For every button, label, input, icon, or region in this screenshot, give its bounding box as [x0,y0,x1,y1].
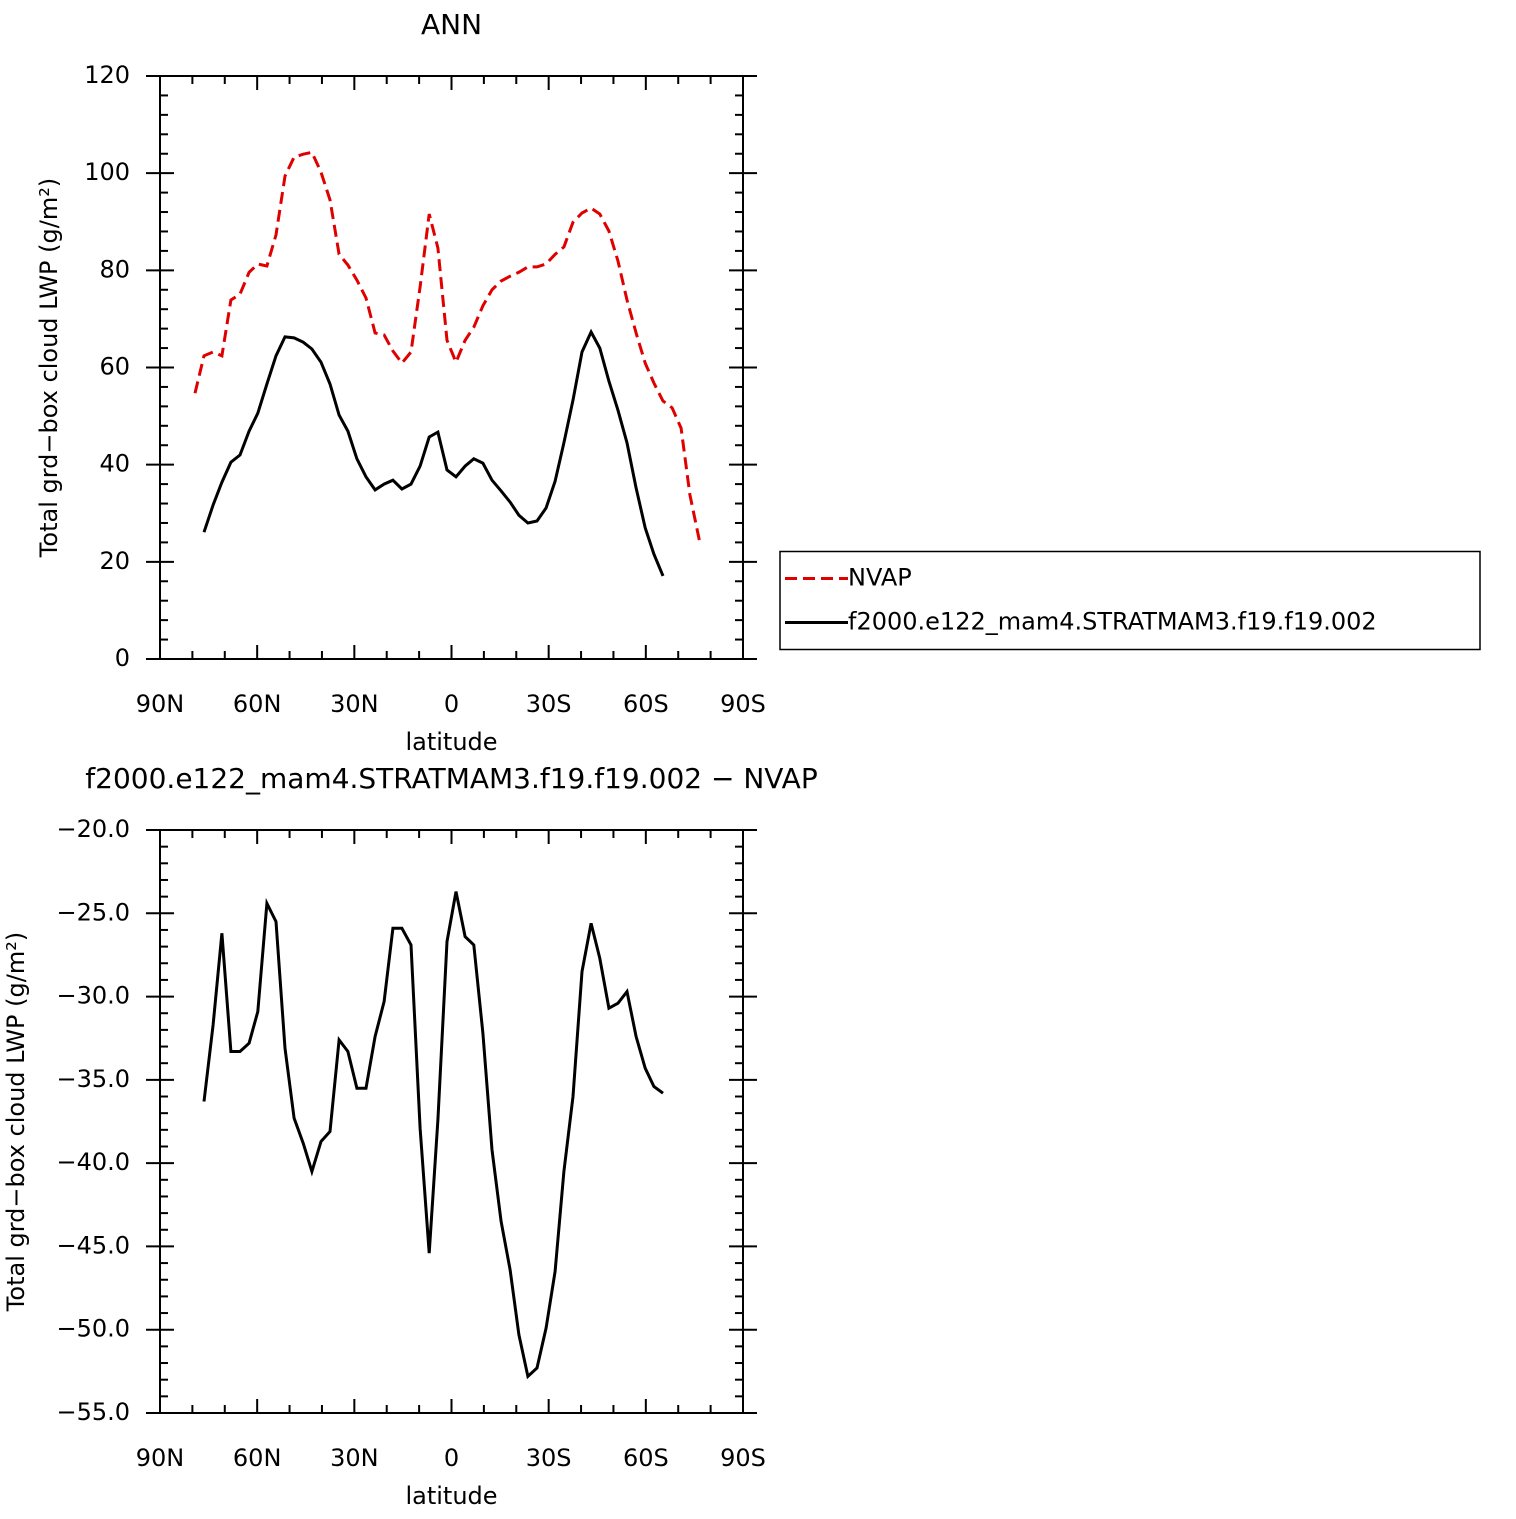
y-axis-label: Total grd−box cloud LWP (g/m²) [2,932,30,1312]
y-tick-label: −25.0 [56,898,130,926]
x-tick-label: 60S [623,1444,669,1472]
y-tick-label: 100 [84,158,130,186]
y-axis-label: Total grd−box cloud LWP (g/m²) [35,178,63,558]
x-tick-label: 90N [136,690,185,718]
x-tick-label: 0 [444,1444,459,1472]
y-tick-label: −35.0 [56,1065,130,1093]
y-tick-label: −30.0 [56,982,130,1010]
x-tick-label: 60N [233,1444,282,1472]
data-line [193,150,702,544]
y-tick-label: 60 [99,353,130,381]
x-tick-label: 30N [330,690,379,718]
y-tick-label: 80 [99,255,130,283]
x-tick-label: 60S [623,690,669,718]
x-tick-label: 60N [233,690,282,718]
y-tick-label: 40 [99,450,130,478]
data-line [202,891,664,1380]
legend-label: f2000.e122_mam4.STRATMAM3.f19.f19.002 [848,608,1377,636]
y-tick-label: 0 [115,644,130,672]
x-axis-label: latitude [405,1482,497,1510]
legend-label: NVAP [848,564,912,592]
x-tick-label: 30N [330,1444,379,1472]
y-tick-label: −40.0 [56,1148,130,1176]
x-tick-label: 90S [720,690,766,718]
x-tick-label: 90N [136,1444,185,1472]
plot-frame [159,75,744,660]
x-tick-label: 30S [526,1444,572,1472]
legend-box [779,550,1481,651]
y-tick-label: −45.0 [56,1231,130,1259]
x-axis-label: latitude [405,728,497,756]
y-tick-label: 20 [99,547,130,575]
data-line [202,328,665,577]
y-tick-label: −20.0 [56,815,130,843]
y-tick-label: −55.0 [56,1398,130,1426]
chart-title: f2000.e122_mam4.STRATMAM3.f19.f19.002 − … [85,762,817,795]
chart-title: ANN [421,8,482,41]
y-tick-label: −50.0 [56,1315,130,1343]
x-tick-label: 90S [720,1444,766,1472]
x-tick-label: 0 [444,690,459,718]
plot-frame [159,829,744,1414]
y-tick-label: 120 [84,61,130,89]
x-tick-label: 30S [526,690,572,718]
